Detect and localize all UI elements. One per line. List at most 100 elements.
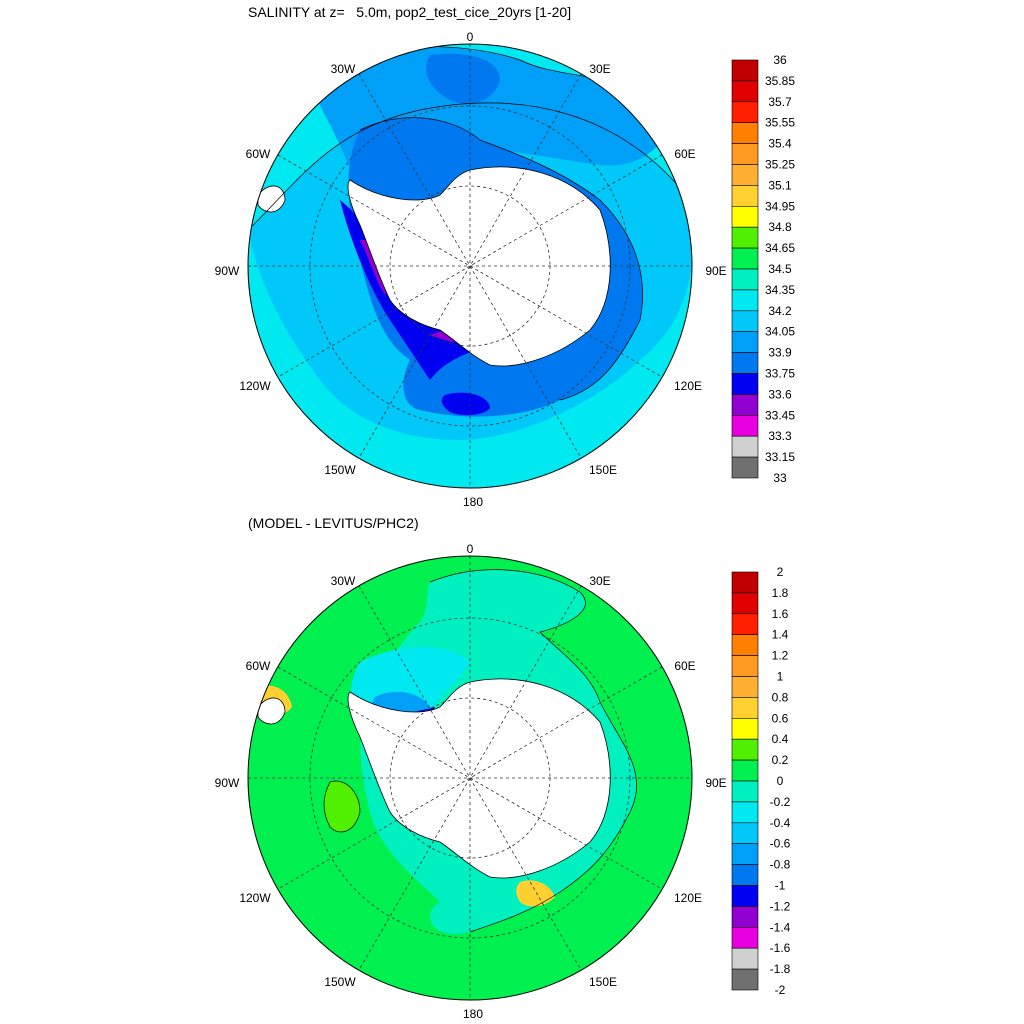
colorbar-label: 1: [777, 670, 784, 684]
difference-map-title: (MODEL - LEVITUS/PHC2): [248, 515, 419, 531]
colorbar-label: 35.55: [765, 116, 795, 130]
colorbar-swatch: [731, 947, 759, 970]
colorbar-swatch: [731, 885, 759, 907]
colorbar-swatch: [731, 843, 759, 865]
lon-label-0: 0: [467, 30, 474, 44]
antarctica-landmass: [347, 678, 611, 879]
colorbar-swatch: [731, 456, 759, 479]
colorbar-swatch: [731, 864, 759, 886]
lon-label-60w: 60W: [246, 147, 271, 161]
colorbar-swatch: [731, 59, 759, 82]
south-america-tip: [257, 185, 286, 213]
colorbar-swatch: [731, 655, 759, 677]
lon-label-0: 0: [467, 542, 474, 556]
anomaly-plus-0.8-region: [516, 880, 555, 907]
colorbar-swatch: [731, 143, 759, 165]
salinity-colorbar: 36 35.85 35.7 35.55 35.4 35.25 35.1 34.95 34.8 34…: [731, 53, 795, 485]
colorbar-label: 33.9: [768, 346, 792, 360]
colorbar-swatch: [731, 268, 759, 291]
lon-label-120w: 120W: [239, 891, 271, 905]
colorbar-label: 35.7: [768, 95, 792, 109]
colorbar-label: 2: [777, 565, 784, 579]
colorbar-swatch: [731, 414, 759, 437]
colorbar-label: 33.3: [768, 429, 792, 443]
colorbar-label: 1.8: [772, 586, 789, 600]
difference-map-panel: 0 30E 60E 90E 120E 150E 180 150W 120W 90…: [215, 542, 791, 1021]
colorbar-label: -0.6: [770, 837, 791, 851]
lon-label-30e: 30E: [589, 62, 610, 76]
colorbar-label: 34.65: [765, 241, 795, 255]
colorbar-label: 1.6: [772, 607, 789, 621]
lon-label-150w: 150W: [324, 975, 356, 989]
colorbar-swatch: [731, 676, 759, 698]
colorbar-swatch: [731, 331, 759, 353]
colorbar-label: -0.8: [770, 858, 791, 872]
colorbar-label: 35.25: [765, 158, 795, 172]
lon-label-120w: 120W: [239, 379, 271, 393]
lon-label-150w: 150W: [324, 463, 356, 477]
colorbar-label: 0.6: [772, 711, 789, 725]
lon-label-150e: 150E: [589, 975, 617, 989]
salinity-33.75-ross-region: [441, 392, 490, 416]
colorbar-swatch: [731, 634, 759, 656]
colorbar-label: 35.4: [768, 137, 792, 151]
colorbar-swatch: [731, 373, 759, 395]
antarctica-landmass: [347, 166, 611, 367]
colorbar-label: 34.05: [765, 325, 795, 339]
salinity-33.9-north-region: [426, 53, 500, 104]
lon-label-90w: 90W: [215, 776, 240, 790]
colorbar-swatch: [731, 759, 759, 782]
lon-label-30e: 30E: [589, 574, 610, 588]
colorbar-swatch: [731, 122, 759, 144]
colorbar-swatch: [731, 185, 759, 207]
colorbar-swatch: [731, 164, 759, 186]
lon-label-150e: 150E: [589, 463, 617, 477]
colorbar-swatch: [731, 613, 759, 636]
lon-label-120e: 120E: [674, 891, 702, 905]
lon-label-180: 180: [463, 495, 483, 509]
colorbar-label: 36: [773, 53, 787, 67]
colorbar-swatch: [731, 718, 759, 740]
colorbar-swatch: [731, 822, 759, 844]
colorbar-swatch: [731, 247, 759, 270]
colorbar-label: 34.8: [768, 220, 792, 234]
colorbar-label: 33.6: [768, 387, 792, 401]
colorbar-label: -1.2: [770, 899, 791, 913]
lon-label-90e: 90E: [705, 264, 726, 278]
colorbar-swatch: [731, 101, 759, 124]
lon-label-90w: 90W: [215, 264, 240, 278]
map-title: SALINITY at z= 5.0m, pop2_test_cice_20yr…: [248, 4, 572, 20]
colorbar-label: 35.85: [765, 74, 795, 88]
lon-label-60e: 60E: [674, 147, 695, 161]
colorbar-swatch: [731, 435, 759, 458]
lon-label-120e: 120E: [674, 379, 702, 393]
colorbar-label: 1.4: [772, 628, 789, 642]
colorbar-swatch: [731, 394, 759, 416]
colorbar-label: 0.8: [772, 690, 789, 704]
colorbar-swatch: [731, 926, 759, 949]
colorbar-swatch: [731, 226, 759, 249]
colorbar-label: 0.2: [772, 753, 789, 767]
colorbar-swatch: [731, 352, 759, 374]
colorbar-label: -0.4: [770, 816, 791, 830]
south-america-tip: [257, 697, 286, 725]
colorbar-label: 0.4: [772, 732, 789, 746]
colorbar-label: 34.2: [768, 304, 792, 318]
salinity-map-panel: 0 30E 60E 90E 120E 150E 180 150W 120W 90…: [215, 30, 796, 509]
colorbar-label: 35.1: [768, 178, 792, 192]
colorbar-swatch: [731, 80, 759, 103]
lon-label-180: 180: [463, 1007, 483, 1021]
colorbar-label: -1: [775, 879, 786, 893]
colorbar-swatch: [731, 906, 759, 928]
graticule: [248, 44, 692, 488]
colorbar-label: 33.75: [765, 367, 795, 381]
lon-label-30w: 30W: [331, 574, 356, 588]
colorbar-label: 33.45: [765, 408, 795, 422]
colorbar-label: 0: [777, 774, 784, 788]
colorbar-label: -1.8: [770, 962, 791, 976]
colorbar-swatch: [731, 697, 759, 719]
colorbar-swatch: [731, 780, 759, 803]
colorbar-label: 33: [773, 471, 787, 485]
colorbar-swatch: [731, 206, 759, 228]
colorbar-label: -0.2: [770, 795, 791, 809]
